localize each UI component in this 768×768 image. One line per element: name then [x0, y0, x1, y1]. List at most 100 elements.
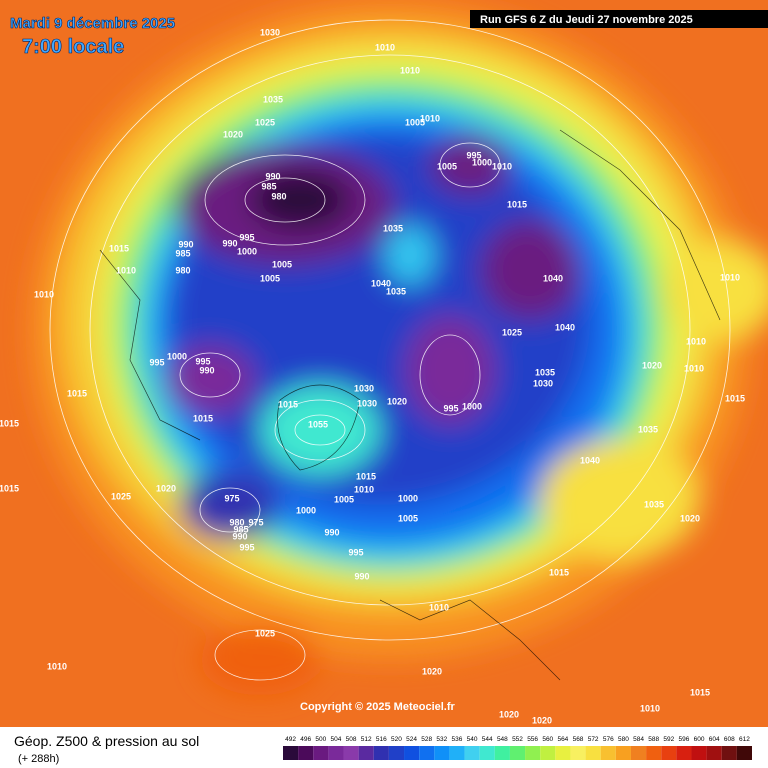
pressure-label: 980 [271, 191, 286, 201]
pressure-label: 995 [239, 232, 254, 242]
pressure-label: 990 [354, 571, 369, 581]
pressure-label: 1000 [296, 505, 316, 515]
scale-swatch [283, 746, 299, 760]
scale-swatch [358, 746, 374, 760]
scale-tick-label: 552 [512, 736, 523, 743]
scale-swatch [313, 746, 329, 760]
scale-swatch [646, 746, 662, 760]
pressure-label: 1010 [429, 602, 449, 612]
scale-swatch [509, 746, 526, 760]
scale-swatch [479, 746, 495, 760]
pressure-label: 1010 [640, 703, 660, 713]
scale-swatch [661, 746, 677, 760]
scale-tick-label: 512 [361, 736, 372, 743]
scale-swatch [600, 746, 616, 760]
scale-swatch [706, 746, 722, 760]
scale-swatch [630, 746, 647, 760]
scale-tick-label: 576 [603, 736, 614, 743]
scale-tick-label: 604 [709, 736, 720, 743]
pressure-label: 995 [239, 542, 254, 552]
pressure-label: 1020 [156, 483, 176, 493]
pressure-label: 1015 [67, 388, 87, 398]
scale-swatch [615, 746, 631, 760]
pressure-label: 1000 [462, 401, 482, 411]
pressure-label: 1010 [354, 484, 374, 494]
scale-tick-label: 500 [315, 736, 326, 743]
scale-swatch [419, 746, 435, 760]
pressure-label: 1035 [535, 367, 555, 377]
pressure-label: 1005 [437, 161, 457, 171]
footer-title: Géop. Z500 & pression au sol [14, 733, 199, 749]
pressure-label: 1030 [357, 398, 377, 408]
scale-swatch [585, 746, 601, 760]
scale-tick-label: 536 [452, 736, 463, 743]
pressure-label: 1010 [116, 265, 136, 275]
pressure-label: 990 [232, 531, 247, 541]
color-scale: 492 496 500 504 508 512 516 520 524 528 532 536 540 5… [283, 736, 752, 760]
scale-tick-label: 560 [542, 736, 553, 743]
pressure-label: 1000 [398, 493, 418, 503]
scale-swatch [434, 746, 450, 760]
pressure-label: 1040 [580, 455, 600, 465]
pressure-label: 1035 [263, 94, 283, 104]
scale-tick-label: 508 [346, 736, 357, 743]
pressure-label: 990 [222, 238, 237, 248]
pressure-label: 1015 [725, 393, 745, 403]
footer-lead: (+ 288h) [18, 753, 59, 765]
pressure-label: 1030 [533, 378, 553, 388]
pressure-label: 990 [178, 239, 193, 249]
scale-swatch [298, 746, 314, 760]
scale-tick-label: 608 [724, 736, 735, 743]
pressure-label: 1025 [255, 628, 275, 638]
scale-tick-label: 596 [678, 736, 689, 743]
scale-tick-label: 556 [527, 736, 538, 743]
pressure-label: 1020 [680, 513, 700, 523]
pressure-label: 1010 [47, 661, 67, 671]
pressure-label: 1035 [383, 223, 403, 233]
scale-tick-label: 532 [436, 736, 447, 743]
pressure-label: 1030 [354, 383, 374, 393]
pressure-label: 1025 [111, 491, 131, 501]
copyright: Copyright © 2025 Meteociel.fr [300, 701, 456, 713]
pressure-label: 980 [229, 517, 244, 527]
pressure-label: 1005 [260, 273, 280, 283]
pressure-label: 1010 [375, 42, 395, 52]
pressure-label: 1040 [543, 273, 563, 283]
map: 1030 1010 1010 1035 1025 1020 1010 1005 995 1000 1… [0, 0, 768, 727]
pressure-label: 1020 [532, 715, 552, 725]
scale-tick-label: 544 [482, 736, 493, 743]
pressure-label: 1005 [405, 117, 425, 127]
pressure-label: 985 [261, 181, 276, 191]
pressure-label: 1035 [638, 424, 658, 434]
scale-tick-label: 516 [376, 736, 387, 743]
pressure-label: 990 [265, 171, 280, 181]
scale-tick-label: 492 [285, 736, 296, 743]
pressure-label: 1035 [644, 499, 664, 509]
scale-swatch [373, 746, 389, 760]
scale-swatch [343, 746, 359, 760]
scale-tick-label: 584 [633, 736, 644, 743]
pressure-label: 985 [175, 248, 190, 258]
map-date: Mardi 9 décembre 2025 [10, 15, 175, 32]
scale-tick-label: 588 [648, 736, 659, 743]
scale-swatch [721, 746, 737, 760]
pressure-label: 1015 [549, 567, 569, 577]
pressure-label: 1010 [686, 336, 706, 346]
scale-tick-label: 548 [497, 736, 508, 743]
pressure-label: 975 [224, 493, 239, 503]
pressure-label: 990 [324, 527, 339, 537]
pressure-label: 1015 [356, 471, 376, 481]
scale-tick-label: 572 [588, 736, 599, 743]
scale-tick-label: 592 [663, 736, 674, 743]
scale-tick-label: 496 [300, 736, 311, 743]
pressure-label: 1025 [502, 327, 522, 337]
scale-swatch [404, 746, 420, 760]
pressure-label: 985 [233, 524, 248, 534]
scale-tick-label: 528 [421, 736, 432, 743]
scale-tick-label: 504 [331, 736, 342, 743]
run-label: Run GFS 6 Z du Jeudi 27 novembre 2025 [480, 14, 693, 26]
pressure-label: 1020 [642, 360, 662, 370]
pressure-label: 1005 [398, 513, 418, 523]
pressure-label: 1015 [193, 413, 213, 423]
